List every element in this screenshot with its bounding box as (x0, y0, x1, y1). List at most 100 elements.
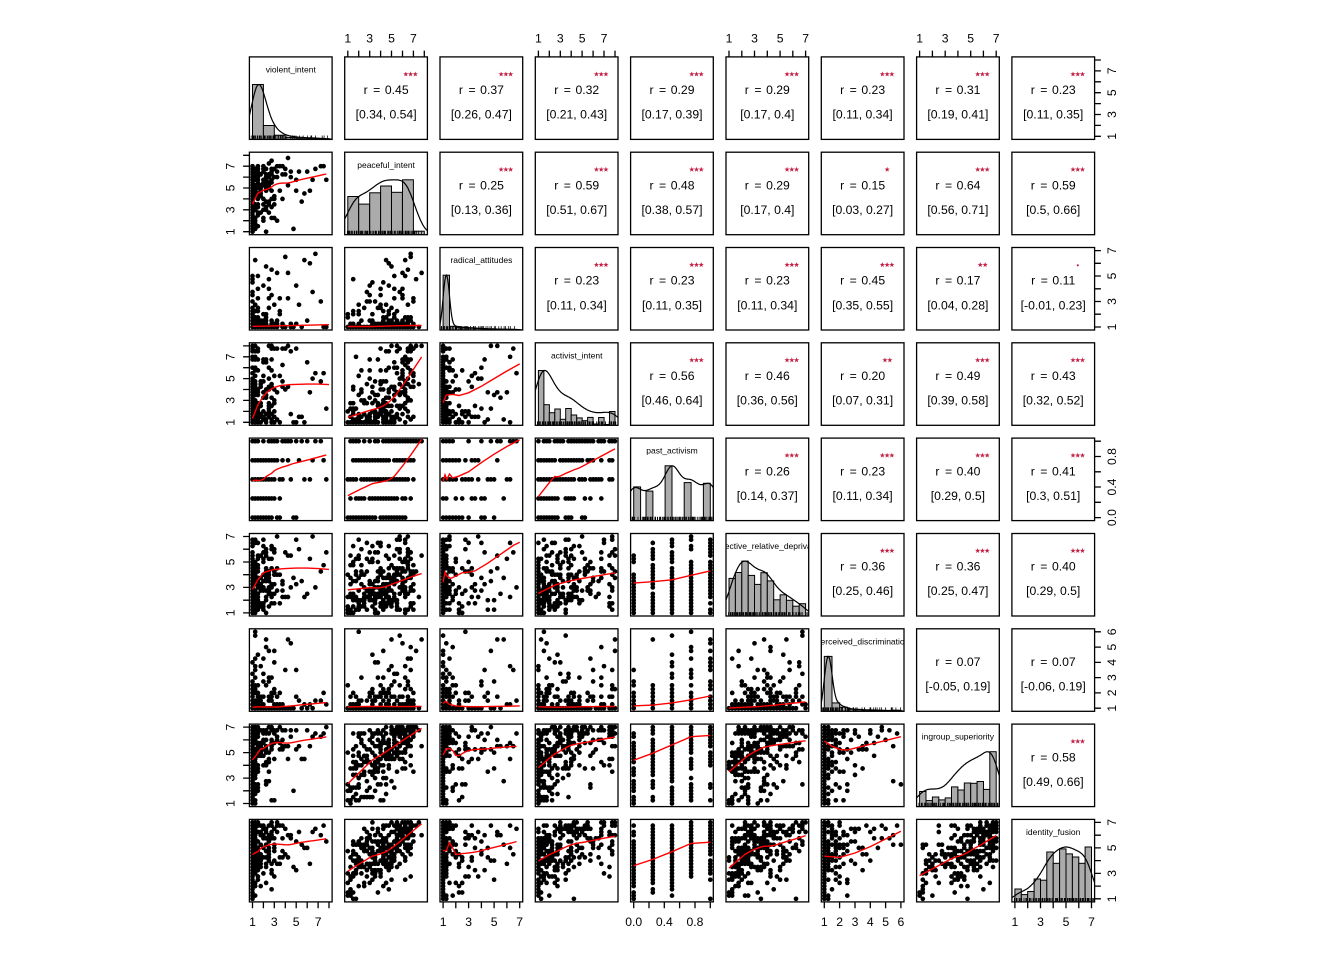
svg-text:[0.25, 0.47]: [0.25, 0.47] (927, 584, 988, 598)
svg-text:[0.11, 0.34]: [0.11, 0.34] (833, 489, 893, 503)
svg-text:[0.51, 0.67]: [0.51, 0.67] (546, 203, 607, 217)
svg-text:3: 3 (1105, 870, 1119, 877)
svg-text:[0.35, 0.55]: [0.35, 0.55] (832, 298, 893, 312)
svg-text:r=0.59: r = 0.59 (554, 178, 599, 192)
svg-text:r=0.36: r = 0.36 (840, 560, 885, 574)
svg-text:1: 1 (223, 228, 237, 235)
svg-text:[0.17, 0.4]: [0.17, 0.4] (740, 108, 794, 122)
svg-text:[0.03, 0.27]: [0.03, 0.27] (832, 203, 893, 217)
svg-text:0.8: 0.8 (1105, 448, 1119, 465)
svg-text:r=0.17: r = 0.17 (935, 274, 980, 288)
svg-text:7: 7 (315, 915, 322, 929)
svg-text:[0.56, 0.71]: [0.56, 0.71] (927, 203, 988, 217)
svg-text:5: 5 (777, 31, 784, 45)
svg-text:subjective_relative_deprivatio: subjective_relative_deprivation (709, 541, 826, 551)
svg-text:perceived_discrimination: perceived_discrimination (816, 636, 910, 646)
svg-text:6: 6 (1105, 628, 1119, 635)
svg-text:[-0.05, 0.19]: [-0.05, 0.19] (925, 680, 990, 694)
svg-text:5: 5 (388, 31, 395, 45)
svg-text:0.4: 0.4 (656, 915, 673, 929)
svg-text:r=0.43: r = 0.43 (1031, 369, 1076, 383)
svg-text:[0.29, 0.5]: [0.29, 0.5] (1026, 584, 1080, 598)
svg-text:r=0.64: r = 0.64 (935, 178, 980, 192)
svg-text:3: 3 (271, 915, 278, 929)
svg-text:7: 7 (993, 31, 1000, 45)
svg-text:r=0.56: r = 0.56 (649, 369, 694, 383)
svg-text:5: 5 (1105, 643, 1119, 650)
svg-text:[0.25, 0.46]: [0.25, 0.46] (832, 584, 893, 598)
svg-text:r=0.48: r = 0.48 (649, 178, 694, 192)
svg-text:5: 5 (223, 749, 237, 756)
svg-text:r=0.29: r = 0.29 (745, 83, 790, 97)
svg-text:r=0.23: r = 0.23 (1031, 83, 1076, 97)
svg-text:0.4: 0.4 (1105, 478, 1119, 495)
svg-text:2: 2 (1105, 689, 1119, 696)
svg-text:7: 7 (1105, 67, 1119, 74)
svg-text:peaceful_intent: peaceful_intent (357, 160, 415, 170)
svg-text:3: 3 (1105, 298, 1119, 305)
svg-text:5: 5 (223, 375, 237, 382)
svg-text:activist_intent: activist_intent (551, 350, 603, 360)
svg-text:[0.21, 0.43]: [0.21, 0.43] (546, 108, 607, 122)
svg-text:radical_attitudes: radical_attitudes (450, 255, 512, 265)
svg-text:1: 1 (821, 915, 828, 929)
svg-text:1: 1 (916, 31, 923, 45)
svg-text:[0.17, 0.4]: [0.17, 0.4] (740, 203, 794, 217)
svg-text:1: 1 (344, 31, 351, 45)
svg-text:[0.49, 0.66]: [0.49, 0.66] (1023, 775, 1084, 789)
svg-text:1: 1 (1012, 915, 1019, 929)
svg-text:[0.32, 0.52]: [0.32, 0.52] (1023, 394, 1084, 408)
svg-text:r=0.45: r = 0.45 (840, 274, 885, 288)
svg-text:identity_fusion: identity_fusion (1026, 827, 1081, 837)
svg-text:1: 1 (1105, 705, 1119, 712)
svg-text:4: 4 (867, 915, 874, 929)
svg-text:[0.11, 0.35]: [0.11, 0.35] (1023, 108, 1083, 122)
svg-text:r=0.07: r = 0.07 (1031, 655, 1076, 669)
svg-text:[0.26, 0.47]: [0.26, 0.47] (451, 108, 512, 122)
svg-text:3: 3 (942, 31, 949, 45)
svg-text:5: 5 (967, 31, 974, 45)
svg-text:r=0.29: r = 0.29 (745, 178, 790, 192)
svg-text:ingroup_superiority: ingroup_superiority (922, 732, 995, 742)
svg-text:r=0.59: r = 0.59 (1031, 178, 1076, 192)
svg-text:r=0.37: r = 0.37 (459, 83, 504, 97)
svg-text:3: 3 (223, 584, 237, 591)
svg-text:r=0.25: r = 0.25 (459, 178, 504, 192)
svg-text:5: 5 (1105, 89, 1119, 96)
svg-text:r=0.11: r = 0.11 (1031, 274, 1075, 288)
svg-text:[0.11, 0.34]: [0.11, 0.34] (833, 108, 893, 122)
svg-text:1: 1 (249, 915, 256, 929)
svg-text:7: 7 (1088, 915, 1095, 929)
svg-text:3: 3 (557, 31, 564, 45)
svg-text:1: 1 (223, 419, 237, 426)
svg-text:r=0.40: r = 0.40 (935, 464, 980, 478)
svg-text:1: 1 (1105, 323, 1119, 330)
svg-text:[0.5, 0.66]: [0.5, 0.66] (1026, 203, 1080, 217)
svg-text:r=0.23: r = 0.23 (840, 464, 885, 478)
svg-text:[0.14, 0.37]: [0.14, 0.37] (737, 489, 798, 503)
svg-text:5: 5 (491, 915, 498, 929)
svg-text:[0.38, 0.57]: [0.38, 0.57] (642, 203, 703, 217)
svg-text:[0.04, 0.28]: [0.04, 0.28] (927, 298, 988, 312)
svg-text:r=0.23: r = 0.23 (649, 274, 694, 288)
svg-text:[0.11, 0.35]: [0.11, 0.35] (642, 298, 702, 312)
svg-text:r=0.23: r = 0.23 (554, 274, 599, 288)
svg-text:3: 3 (223, 206, 237, 213)
svg-text:7: 7 (223, 353, 237, 360)
svg-text:r=0.58: r = 0.58 (1031, 750, 1076, 764)
svg-text:violent_intent: violent_intent (266, 65, 317, 75)
svg-text:5: 5 (1063, 915, 1070, 929)
svg-text:7: 7 (1105, 247, 1119, 254)
svg-text:r=0.32: r = 0.32 (554, 83, 599, 97)
svg-text:7: 7 (516, 915, 523, 929)
svg-text:7: 7 (223, 723, 237, 730)
svg-text:r=0.07: r = 0.07 (935, 655, 980, 669)
svg-text:r=0.46: r = 0.46 (745, 369, 790, 383)
svg-text:[0.36, 0.56]: [0.36, 0.56] (737, 394, 798, 408)
svg-text:r=0.40: r = 0.40 (1031, 560, 1076, 574)
svg-text:[0.19, 0.41]: [0.19, 0.41] (927, 108, 988, 122)
svg-text:r=0.23: r = 0.23 (745, 274, 790, 288)
svg-text:[0.46, 0.64]: [0.46, 0.64] (642, 394, 703, 408)
svg-text:5: 5 (293, 915, 300, 929)
svg-text:r=0.23: r = 0.23 (840, 83, 885, 97)
